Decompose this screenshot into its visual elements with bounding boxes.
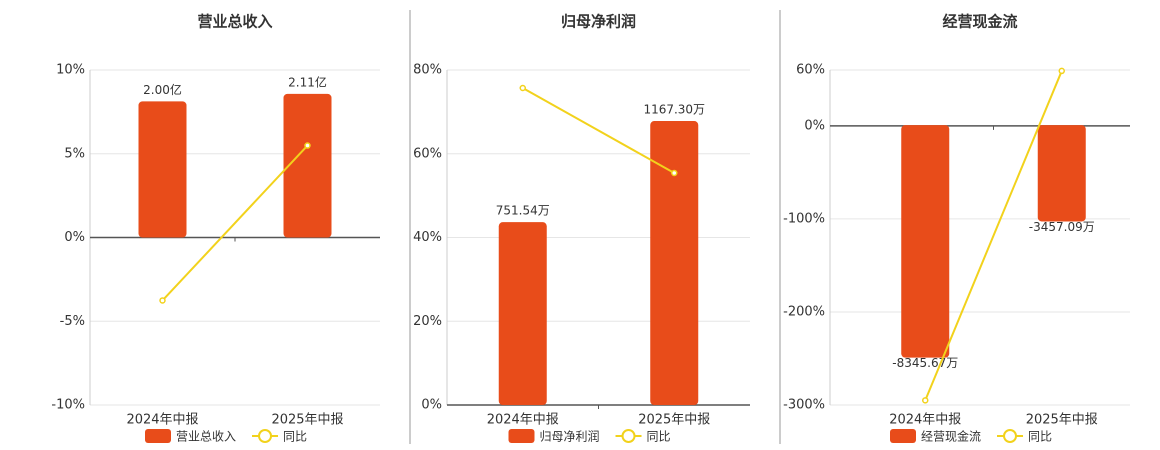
line-point xyxy=(1058,67,1065,75)
line-point xyxy=(922,397,929,404)
legend-swatch xyxy=(890,429,916,443)
line-point xyxy=(159,297,166,304)
legend-label: 同比 xyxy=(1028,430,1052,444)
data-label: -8345.67万 xyxy=(892,356,958,370)
bar xyxy=(283,93,332,238)
y-tick-label: 0% xyxy=(804,118,825,133)
y-tick-label: 20% xyxy=(413,314,442,329)
data-label: -3457.09万 xyxy=(1029,220,1095,234)
data-label: 2.00亿 xyxy=(143,82,182,97)
y-tick-label: 5% xyxy=(64,146,85,161)
y-tick-label: 80% xyxy=(413,63,442,78)
data-label: 2.11亿 xyxy=(288,74,327,89)
bar xyxy=(650,121,699,405)
line-point xyxy=(671,169,678,177)
y-tick-label: -200% xyxy=(783,304,825,319)
y-tick-label: 10% xyxy=(56,63,85,78)
legend-swatch xyxy=(621,429,636,443)
y-tick-label: 0% xyxy=(64,230,85,245)
x-tick-label: 2025年中报 xyxy=(1026,413,1098,428)
line-point xyxy=(519,84,526,92)
line xyxy=(522,87,675,174)
bar xyxy=(901,125,950,358)
x-tick-label: 2024年中报 xyxy=(126,413,198,428)
bar xyxy=(1037,125,1086,222)
legend-swatch xyxy=(508,429,535,443)
line xyxy=(161,144,309,302)
legend-swatch xyxy=(145,429,171,443)
x-tick-label: 2025年中报 xyxy=(638,413,710,428)
x-tick-label: 2024年中报 xyxy=(889,413,961,428)
legend-label: 经营现金流 xyxy=(921,429,981,444)
chart-title: 经营现金流 xyxy=(942,13,1017,31)
y-tick-label: -10% xyxy=(51,398,85,413)
chart-title: 归母净利润 xyxy=(561,13,636,31)
data-label: 1167.30万 xyxy=(643,103,705,117)
y-tick-label: -5% xyxy=(60,314,85,329)
line-point xyxy=(304,142,311,149)
chart-title: 营业总收入 xyxy=(197,13,272,31)
data-label: 751.54万 xyxy=(496,204,550,218)
legend-swatch xyxy=(1003,429,1018,443)
line xyxy=(924,70,1063,401)
bar xyxy=(138,101,187,238)
y-tick-label: -100% xyxy=(783,211,825,226)
x-tick-label: 2025年中报 xyxy=(271,413,343,428)
legend-swatch xyxy=(258,429,273,443)
y-tick-label: 40% xyxy=(413,230,442,245)
y-tick-label: 60% xyxy=(413,146,442,161)
bar xyxy=(498,222,547,405)
legend-label: 归母净利润 xyxy=(540,430,600,444)
x-tick-label: 2024年中报 xyxy=(487,413,559,428)
y-tick-label: 0% xyxy=(421,398,442,413)
legend-label: 同比 xyxy=(647,430,671,444)
y-tick-label: 60% xyxy=(796,63,825,78)
legend-label: 营业总收入 xyxy=(176,430,236,444)
legend-label: 同比 xyxy=(283,430,307,444)
y-tick-label: -300% xyxy=(783,398,825,413)
